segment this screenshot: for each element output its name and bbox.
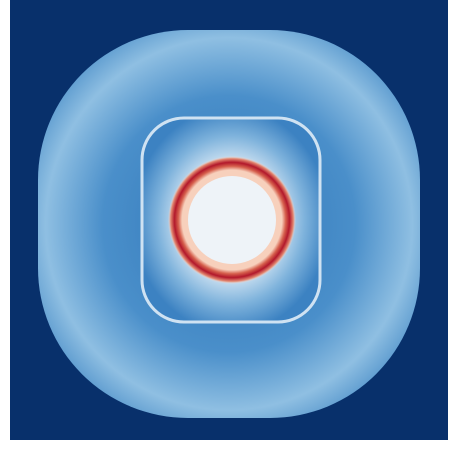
center-disc [188,176,276,264]
